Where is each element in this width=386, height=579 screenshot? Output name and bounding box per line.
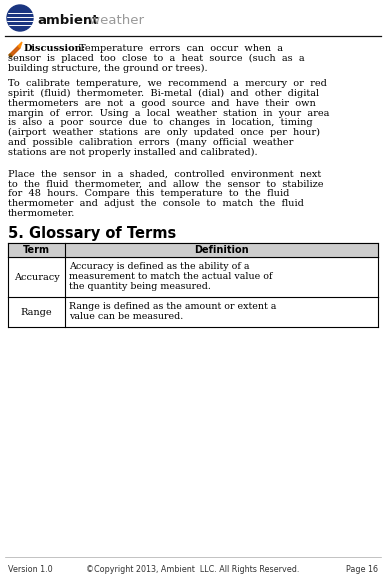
Text: ambient: ambient [37,13,98,27]
Text: Place  the  sensor  in  a  shaded,  controlled  environment  next: Place the sensor in a shaded, controlled… [8,170,321,178]
Text: Term: Term [23,245,50,255]
Text: spirit  (fluid)  thermometer.  Bi-metal  (dial)  and  other  digital: spirit (fluid) thermometer. Bi-metal (di… [8,89,319,98]
Text: margin  of  error.  Using  a  local  weather  station  in  your  area: margin of error. Using a local weather s… [8,109,329,118]
Text: 5. Glossary of Terms: 5. Glossary of Terms [8,226,176,241]
Text: value can be measured.: value can be measured. [69,312,183,321]
Text: thermometers  are  not  a  good  source  and  have  their  own: thermometers are not a good source and h… [8,99,316,108]
Polygon shape [9,46,20,57]
Text: for  48  hours.  Compare  this  temperature  to  the  fluid: for 48 hours. Compare this temperature t… [8,189,290,198]
Text: and  possible  calibration  errors  (many  official  weather: and possible calibration errors (many of… [8,138,293,147]
Text: (airport  weather  stations  are  only  updated  once  per  hour): (airport weather stations are only updat… [8,129,320,137]
Text: ©Copyright 2013, Ambient  LLC. All Rights Reserved.: ©Copyright 2013, Ambient LLC. All Rights… [86,566,300,574]
Text: Discussion:: Discussion: [24,44,86,53]
Bar [8,243,378,257]
Text: Page 16: Page 16 [346,566,378,574]
Text: weather: weather [85,13,144,27]
Text: measurement to match the actual value of: measurement to match the actual value of [69,272,273,281]
Text: is  also  a  poor  source  due  to  changes  in  location,  timing: is also a poor source due to changes in … [8,119,313,127]
Polygon shape [9,54,12,57]
Text: Accuracy is defined as the ability of a: Accuracy is defined as the ability of a [69,262,249,272]
Text: To  calibrate  temperature,  we  recommend  a  mercury  or  red: To calibrate temperature, we recommend a… [8,79,327,88]
Text: stations are not properly installed and calibrated).: stations are not properly installed and … [8,148,257,157]
Text: Range: Range [21,308,52,317]
Text: sensor  is  placed  too  close  to  a  heat  source  (such  as  a: sensor is placed too close to a heat sou… [8,54,305,63]
Text: building structure, the ground or trees).: building structure, the ground or trees)… [8,64,208,73]
Text: Definition: Definition [194,245,249,255]
Circle shape [7,5,33,31]
Text: thermometer.: thermometer. [8,208,75,218]
Text: to  the  fluid  thermometer,  and  allow  the  sensor  to  stabilize: to the fluid thermometer, and allow the … [8,179,323,188]
Text: Accuracy: Accuracy [14,273,59,282]
Text: thermometer  and  adjust  the  console  to  match  the  fluid: thermometer and adjust the console to ma… [8,199,304,208]
Text: Version 1.0: Version 1.0 [8,566,52,574]
Text: Temperature  errors  can  occur  when  a: Temperature errors can occur when a [79,44,283,53]
Text: the quantity being measured.: the quantity being measured. [69,282,211,291]
Polygon shape [18,42,22,48]
Text: Range is defined as the amount or extent a: Range is defined as the amount or extent… [69,302,276,312]
